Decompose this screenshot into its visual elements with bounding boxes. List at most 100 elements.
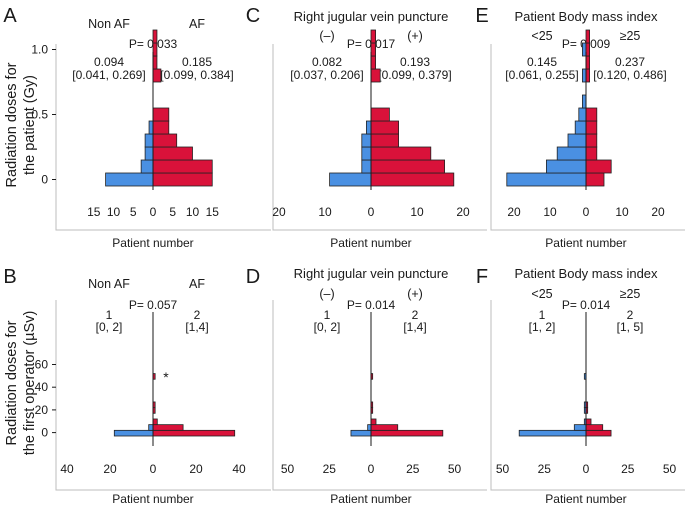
bar-right (370, 55, 376, 70)
y-axis-label-1: Radiation doses for the patient (Gy) (4, 62, 38, 187)
bar-left (329, 172, 372, 187)
median-left: 1 (106, 308, 113, 322)
plot-frame (55, 44, 271, 231)
bar-left (506, 172, 587, 187)
group-label-left: (–) (319, 287, 334, 301)
p-value: P= 0.057 (129, 298, 178, 312)
y-axis-label-line1: Radiation doses for (4, 320, 20, 445)
x-tick-label: 20 (272, 205, 286, 219)
x-tick-label: 0 (583, 462, 590, 476)
x-tick-label: 0 (368, 462, 375, 476)
y-tick-label: 0 (41, 173, 48, 187)
bar-left (144, 133, 154, 148)
bar-left (350, 429, 372, 437)
panel-title: Right jugular vein puncture (294, 266, 449, 281)
bar-right (152, 29, 158, 44)
bar-right (585, 29, 590, 44)
x-tick-label: 50 (281, 462, 295, 476)
y-axis-label-2: Radiation doses for the first operator (µ… (4, 311, 38, 456)
x-tick-label: 20 (103, 462, 117, 476)
bar-right (370, 133, 400, 148)
panel-letter: B (3, 266, 16, 288)
iqr-right: [1,4] (403, 320, 426, 334)
bar-left (148, 120, 154, 135)
bar-right (585, 424, 604, 431)
bar-left (148, 424, 154, 431)
bar-left (367, 424, 372, 431)
x-axis-label: Patient number (330, 492, 411, 505)
y-tick-label: 0 (41, 426, 48, 440)
x-axis-label: Patient number (330, 236, 411, 250)
median-right: 2 (412, 308, 419, 322)
plot-frame (490, 44, 685, 231)
x-tick-label: 0 (150, 205, 157, 219)
panel-letter: F (476, 266, 488, 288)
x-tick-label: 15 (87, 205, 101, 219)
bar-left (140, 159, 154, 174)
x-tick-label: 10 (186, 205, 200, 219)
bar-right (370, 429, 444, 437)
x-tick-label: 0 (368, 205, 375, 219)
x-axis-label: Patient number (545, 492, 626, 505)
bar-left (582, 94, 587, 109)
iqr-left: [0.041, 0.269] (72, 68, 145, 82)
panel-B: B Non AF AF P= 0.057 1[0, 2] 2[1,4] * 0 20 40 60 40… (3, 266, 271, 505)
x-tick-label: 25 (621, 462, 635, 476)
panel-letter: A (3, 5, 17, 27)
bar-left (582, 68, 587, 83)
x-tick-label: 25 (406, 462, 420, 476)
plot-frame (490, 300, 685, 491)
bar-right (585, 107, 598, 122)
bar-right (585, 159, 612, 174)
bar-left (573, 424, 587, 431)
bar-right (152, 120, 170, 135)
bar-right (370, 42, 376, 57)
group-label-left: Non AF (88, 277, 130, 291)
median-right: 0.237 (615, 55, 645, 69)
bar-right (152, 55, 158, 70)
y-tick-label: 40 (35, 380, 49, 394)
bar-right (152, 429, 236, 437)
bar-right (152, 159, 213, 174)
group-label-left: <25 (531, 287, 552, 301)
bar-right (370, 29, 376, 44)
bar-right (585, 146, 598, 161)
x-tick-label: 20 (507, 205, 521, 219)
bar-right (585, 55, 590, 70)
group-label-right: (+) (407, 287, 423, 301)
iqr-right: [0.099, 0.379] (378, 68, 451, 82)
bar-right (585, 42, 590, 57)
iqr-left: [0.061, 0.255] (505, 68, 578, 82)
bar-right (152, 68, 162, 83)
group-label-right: ≥25 (620, 287, 641, 301)
bar-right (370, 159, 445, 174)
iqr-left: [0, 2] (314, 320, 341, 334)
x-tick-label: 10 (615, 205, 629, 219)
bar-right (370, 418, 377, 426)
x-tick-label: 25 (323, 462, 337, 476)
median-left: 1 (539, 308, 546, 322)
bar-right (370, 120, 400, 135)
median-right: 2 (627, 308, 634, 322)
bar-left (574, 120, 587, 135)
group-label-left: <25 (531, 29, 552, 43)
panel-title: Right jugular vein puncture (294, 9, 449, 24)
x-tick-label: 5 (130, 205, 137, 219)
panel-D: D Right jugular vein puncture (–) (+) P= 0.0… (246, 266, 487, 505)
x-tick-label: 10 (543, 205, 557, 219)
panel-letter: D (246, 266, 260, 288)
iqr-right: [1,4] (185, 320, 208, 334)
bar-left (361, 133, 372, 148)
bar-right (370, 424, 399, 431)
iqr-right: [1, 5] (617, 320, 644, 334)
median-right: 0.193 (400, 55, 430, 69)
bar-right (585, 429, 612, 437)
bar-right (585, 133, 598, 148)
group-label-left: (–) (319, 29, 334, 43)
bar-right (152, 133, 178, 148)
panel-letter: E (475, 5, 488, 27)
panel-title: Patient Body mass index (514, 266, 658, 281)
y-axis-label-line2: the patient (Gy) (22, 75, 38, 175)
